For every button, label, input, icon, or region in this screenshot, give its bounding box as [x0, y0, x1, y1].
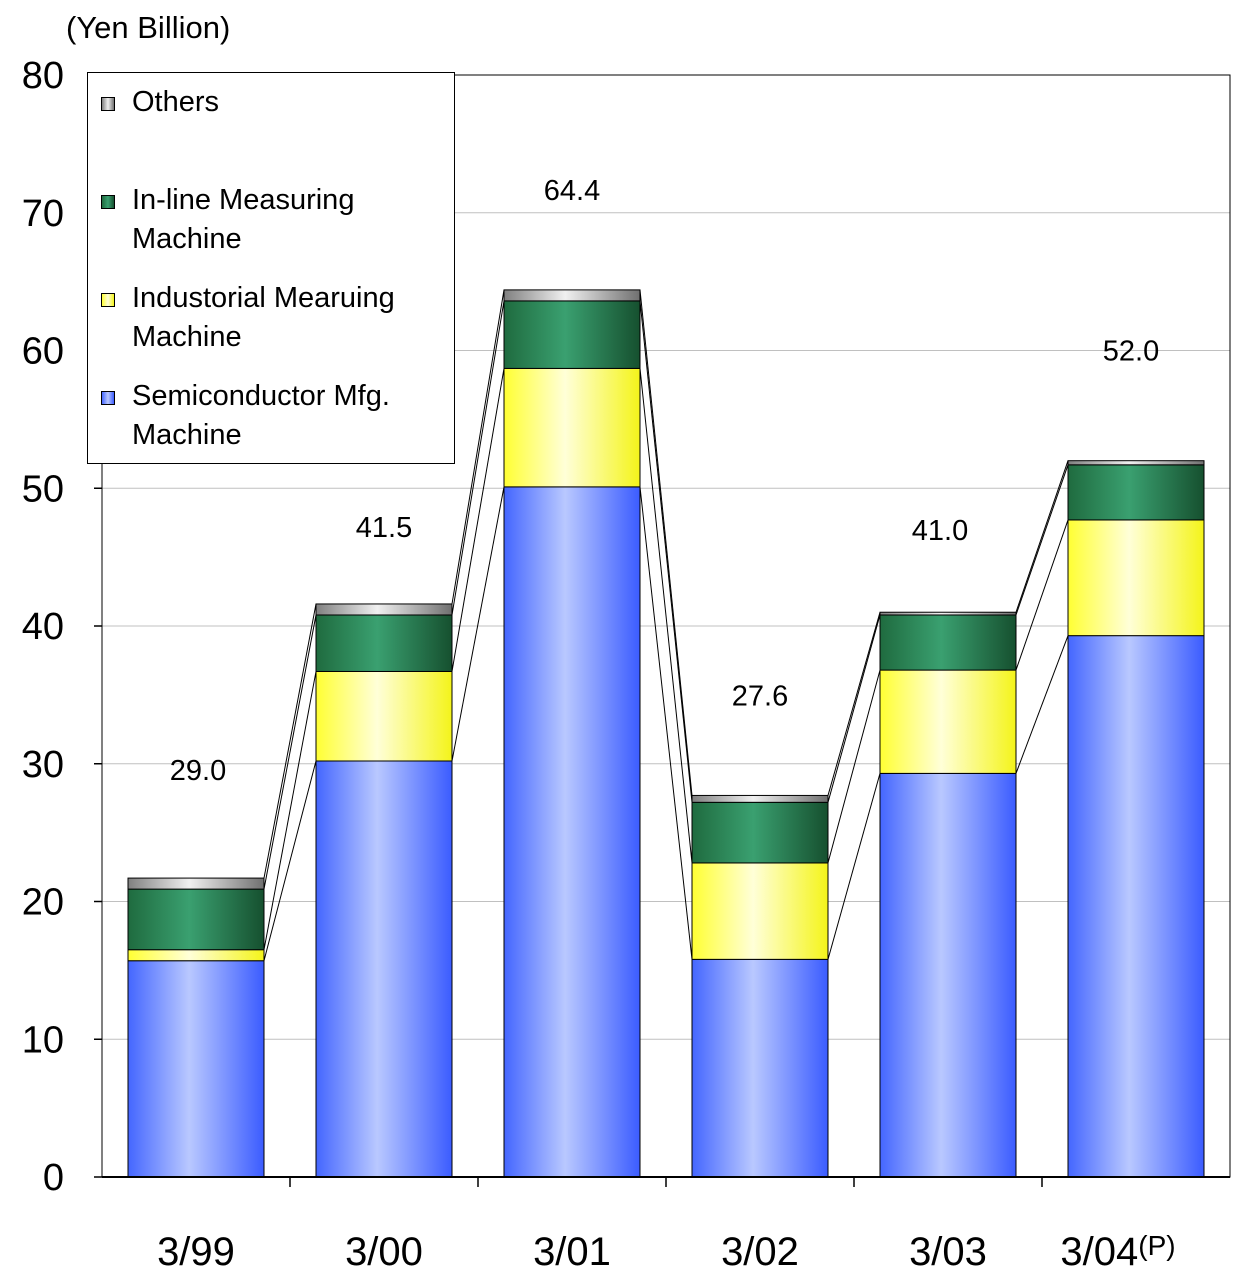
x-tick-label: 3/03: [909, 1230, 987, 1272]
data-label: 41.5: [356, 512, 412, 544]
data-label: 41.0: [912, 515, 968, 547]
bar-segment-industrial: [503, 367, 641, 488]
legend-label: Industorial Mearuing Machine: [132, 282, 395, 353]
bar-segment-semiconductor: [503, 486, 641, 1178]
legend-swatch: [101, 97, 115, 111]
connector-lines: [263, 289, 1069, 961]
bar-segment-inline: [1067, 464, 1205, 521]
series-connector: [639, 368, 693, 863]
bar-segment-others: [879, 611, 1017, 616]
series-connector: [451, 289, 505, 605]
x-tick-suffix: (P): [1138, 1230, 1175, 1261]
y-tick-label: 50: [22, 468, 64, 510]
y-tick-label: 0: [43, 1157, 64, 1199]
legend-item-semiconductor: Semiconductor Mfg. Machine: [101, 377, 390, 455]
legend-item-others: Others: [101, 83, 220, 122]
series-connector: [263, 603, 317, 879]
bar-segment-industrial: [691, 862, 829, 960]
data-label: 64.4: [544, 175, 600, 207]
x-tick-label: 3/00: [345, 1230, 423, 1272]
bar-segment-inline: [127, 888, 265, 951]
bar-segment-inline: [691, 801, 829, 864]
labels: 0 10 20 30 40 50 60 70 80 29.0 3/99 41.5 3/00 64.4 3/0…: [22, 55, 1176, 1272]
series-connector: [263, 614, 317, 890]
legend-label: Semiconductor Mfg. Machine: [132, 380, 390, 451]
x-tick-label: 3/01: [533, 1230, 611, 1272]
series-connector: [1015, 464, 1069, 616]
legend-swatch: [101, 293, 115, 307]
bar-segment-semiconductor: [127, 960, 265, 1178]
y-tick-label: 40: [22, 606, 64, 648]
bar-segment-others: [503, 289, 641, 302]
series-connector: [639, 289, 693, 796]
y-tick-label: 70: [22, 193, 64, 235]
bar-segment-industrial: [315, 670, 453, 762]
series-connector: [639, 300, 693, 803]
y-tick-label: 80: [22, 55, 64, 97]
series-connector: [827, 614, 881, 803]
bar-segment-others: [315, 603, 453, 616]
series-connector: [1015, 519, 1069, 671]
bar-segment-semiconductor: [879, 772, 1017, 1178]
series-connector: [263, 671, 317, 950]
bars: [127, 289, 1205, 1178]
bar-segment-semiconductor: [315, 760, 453, 1178]
y-tick-label: 20: [22, 882, 64, 924]
legend-swatch: [101, 195, 115, 209]
series-connector: [639, 486, 693, 960]
bar-segment-semiconductor: [1067, 635, 1205, 1178]
y-tick-label: 30: [22, 744, 64, 786]
series-connector: [1015, 460, 1069, 613]
bar-segment-semiconductor: [691, 958, 829, 1178]
bar-segment-inline: [315, 614, 453, 672]
bar-segment-inline: [503, 300, 641, 369]
legend-swatch: [101, 391, 115, 405]
y-tick-label: 60: [22, 331, 64, 373]
bar-segment-others: [127, 877, 265, 890]
series-connector: [451, 486, 505, 762]
bar-segment-others: [1067, 460, 1205, 466]
bar-segment-industrial: [127, 949, 265, 962]
unit-label: (Yen Billion): [66, 10, 231, 45]
series-connector: [451, 368, 505, 672]
x-tick-label: 3/99: [157, 1230, 235, 1272]
series-connector: [451, 300, 505, 616]
bar-segment-industrial: [1067, 519, 1205, 637]
data-label: 52.0: [1103, 336, 1159, 368]
legend-item-inline: In-line Measuring Machine: [101, 181, 355, 259]
series-connector: [1015, 635, 1069, 774]
y-tick-label: 10: [22, 1019, 64, 1061]
legend: Others In-line Measuring Machine Industori…: [87, 72, 455, 464]
legend-label: In-line Measuring Machine: [132, 184, 355, 255]
legend-label: Others: [132, 86, 220, 118]
x-tick-label: 3/04(P): [1060, 1230, 1175, 1272]
bar-segment-industrial: [879, 669, 1017, 774]
series-connector: [827, 612, 881, 796]
data-label: 29.0: [170, 755, 226, 787]
bar-segment-others: [691, 794, 829, 803]
x-tick-label: 3/02: [721, 1230, 799, 1272]
legend-item-industrial: Industorial Mearuing Machine: [101, 279, 395, 357]
bar-segment-inline: [879, 614, 1017, 671]
data-label: 27.6: [732, 680, 788, 712]
series-connector: [263, 760, 317, 961]
series-connector: [827, 669, 881, 864]
series-connector: [827, 773, 881, 960]
